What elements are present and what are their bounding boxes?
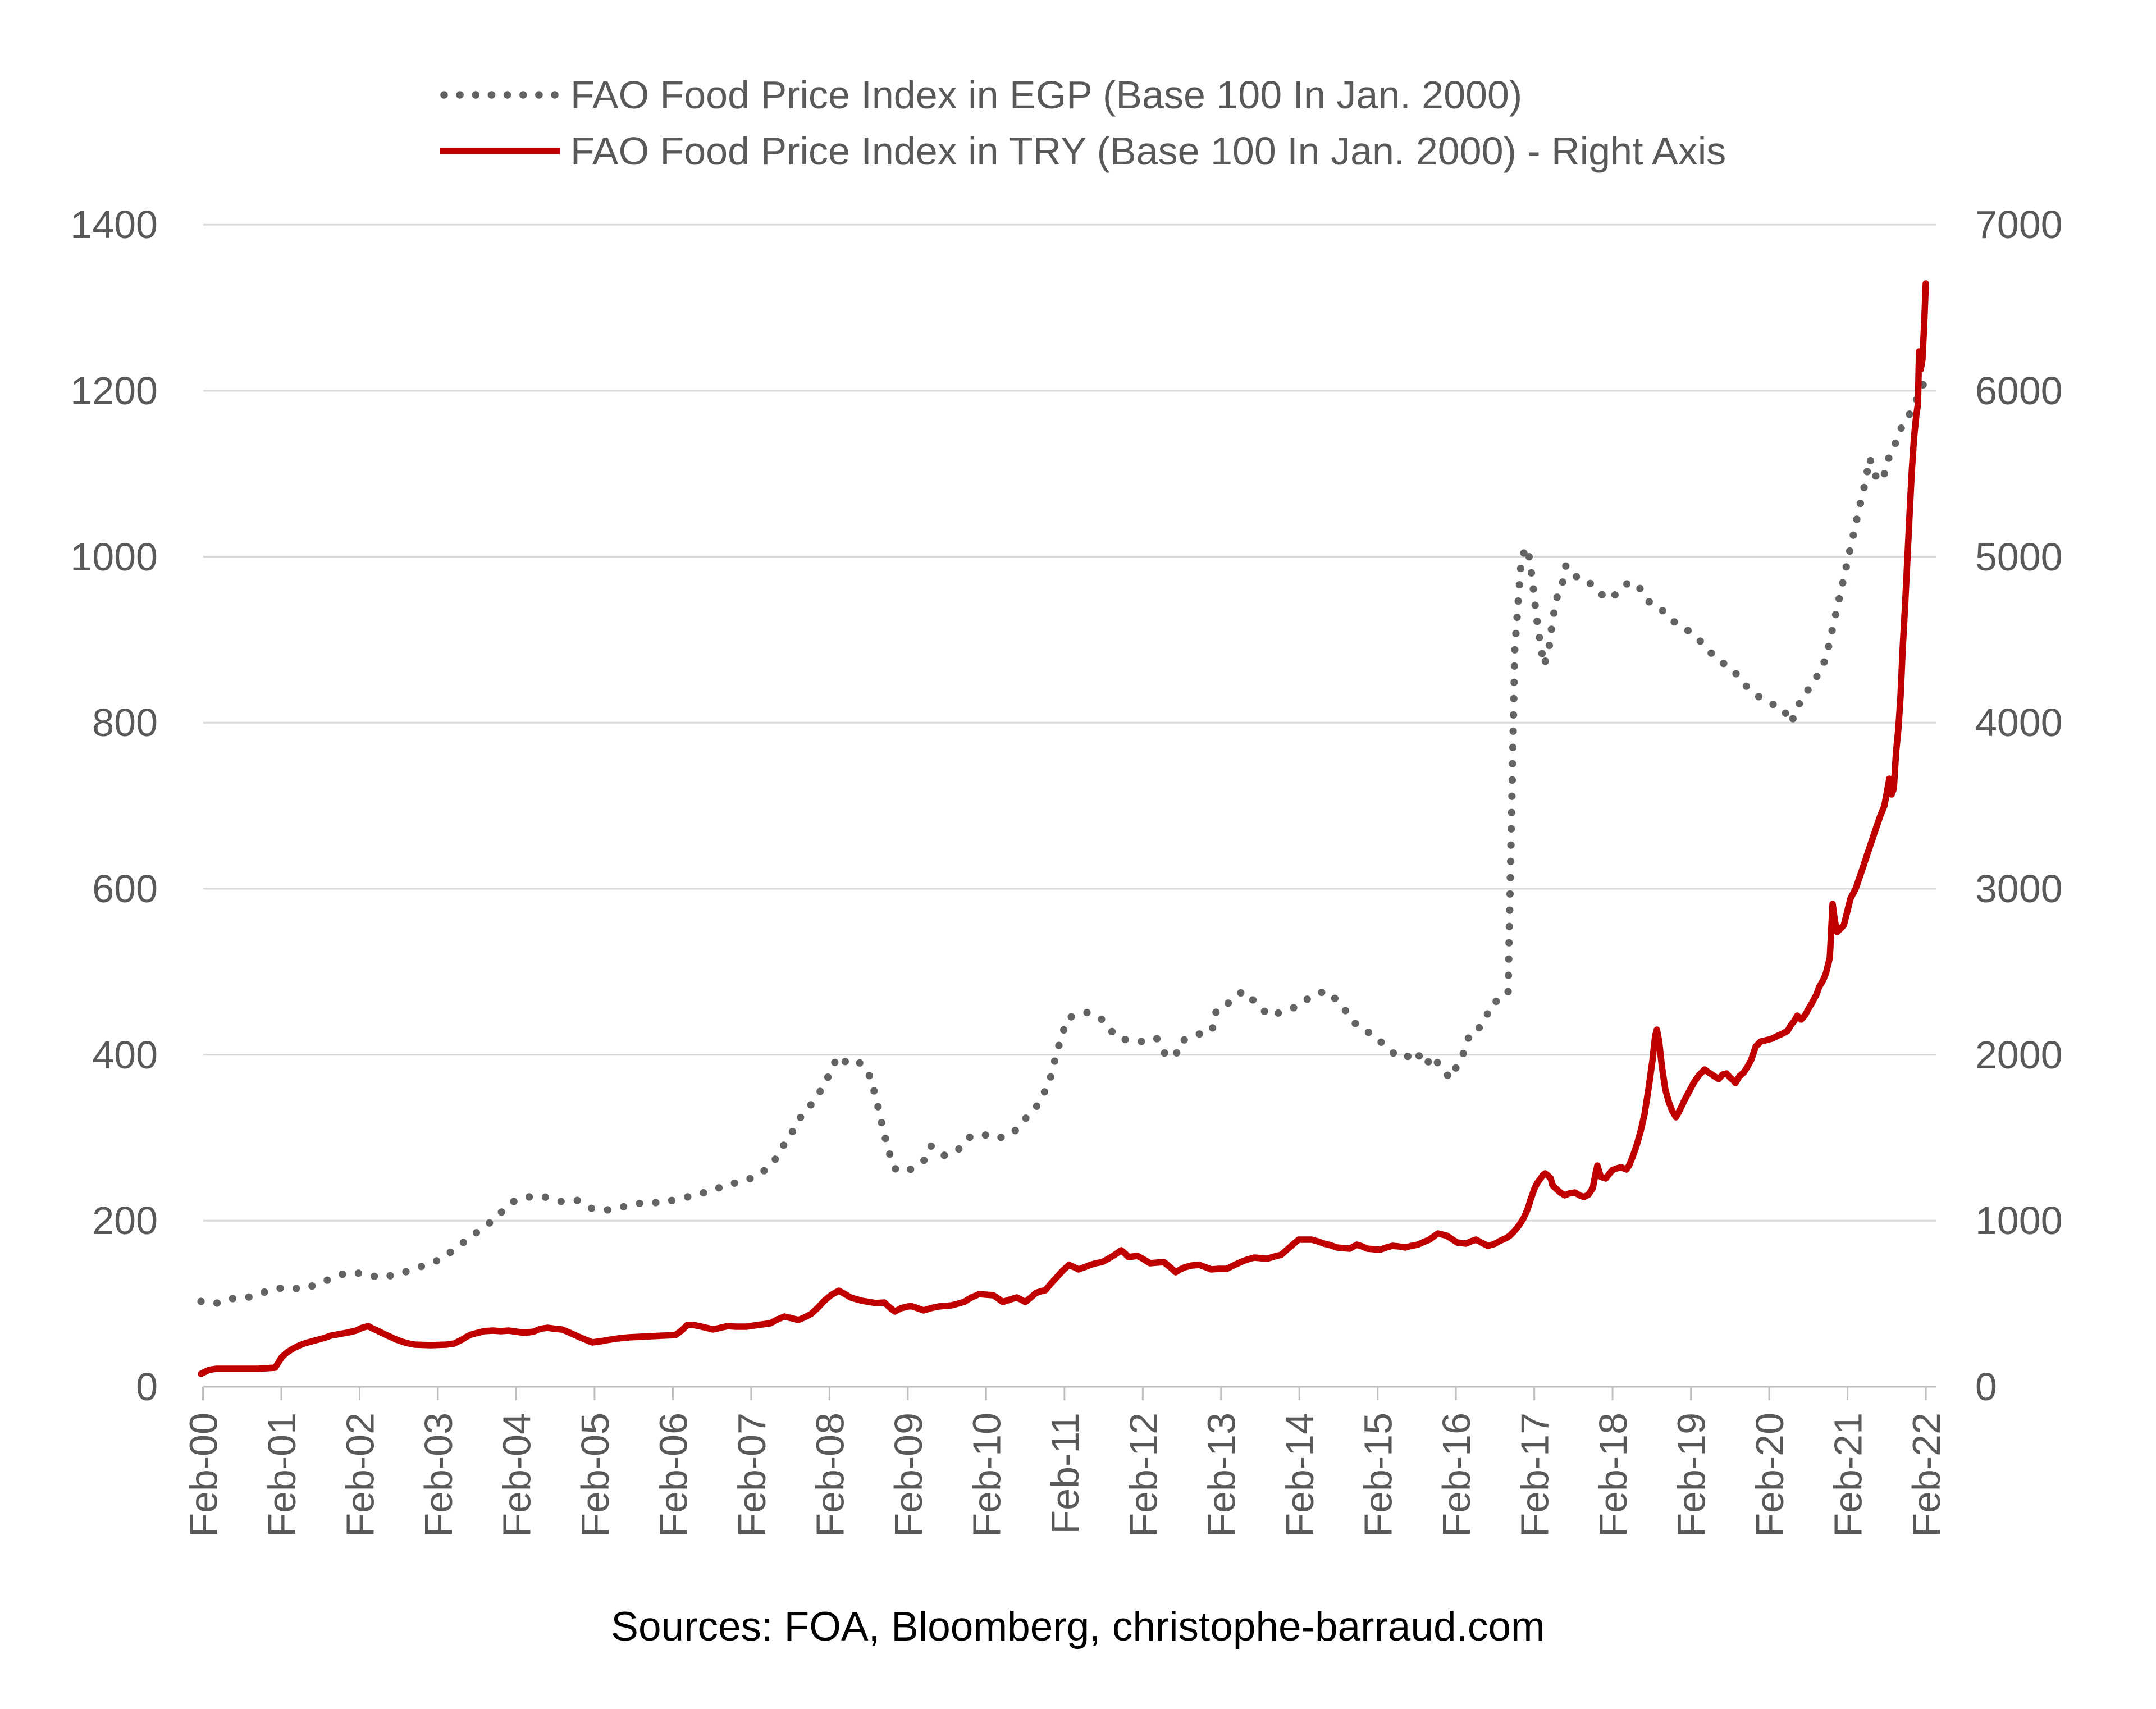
svg-text:1000: 1000 [1975, 1199, 2063, 1242]
svg-text:Feb-02: Feb-02 [339, 1413, 382, 1537]
svg-text:600: 600 [92, 867, 158, 911]
svg-text:Feb-18: Feb-18 [1591, 1413, 1635, 1537]
svg-text:7000: 7000 [1975, 203, 2063, 246]
svg-text:Sources: FOA, Bloomberg, chris: Sources: FOA, Bloomberg, christophe-barr… [611, 1604, 1545, 1649]
svg-text:6000: 6000 [1975, 369, 2063, 413]
svg-text:Feb-21: Feb-21 [1826, 1413, 1870, 1537]
svg-text:Feb-20: Feb-20 [1748, 1413, 1792, 1537]
svg-text:Feb-03: Feb-03 [417, 1413, 460, 1537]
svg-text:Feb-11: Feb-11 [1043, 1413, 1087, 1534]
svg-text:Feb-19: Feb-19 [1670, 1413, 1714, 1537]
svg-text:Feb-17: Feb-17 [1513, 1413, 1557, 1537]
svg-text:0: 0 [136, 1365, 158, 1409]
svg-text:Feb-16: Feb-16 [1435, 1413, 1478, 1537]
svg-text:FAO Food Price Index in EGP (B: FAO Food Price Index in EGP (Base 100 In… [570, 73, 1522, 117]
svg-text:0: 0 [1975, 1365, 1997, 1409]
svg-text:Feb-14: Feb-14 [1278, 1413, 1322, 1537]
svg-text:Feb-07: Feb-07 [730, 1413, 774, 1537]
svg-text:Feb-01: Feb-01 [260, 1413, 304, 1537]
svg-text:3000: 3000 [1975, 867, 2063, 911]
svg-text:2000: 2000 [1975, 1033, 2063, 1077]
svg-text:Feb-08: Feb-08 [808, 1413, 852, 1537]
svg-text:Feb-22: Feb-22 [1904, 1413, 1948, 1537]
svg-text:1000: 1000 [70, 535, 158, 579]
svg-text:Feb-13: Feb-13 [1200, 1413, 1244, 1537]
svg-text:Feb-09: Feb-09 [887, 1413, 930, 1537]
svg-text:Feb-15: Feb-15 [1356, 1413, 1400, 1537]
svg-text:200: 200 [92, 1199, 158, 1242]
svg-text:5000: 5000 [1975, 535, 2063, 579]
svg-text:Feb-10: Feb-10 [965, 1413, 1008, 1537]
svg-text:Feb-06: Feb-06 [651, 1413, 695, 1537]
svg-text:1400: 1400 [70, 203, 158, 246]
svg-text:Feb-12: Feb-12 [1121, 1413, 1165, 1537]
svg-text:800: 800 [92, 701, 158, 744]
svg-text:FAO Food Price Index in TRY (B: FAO Food Price Index in TRY (Base 100 In… [570, 129, 1726, 173]
svg-text:4000: 4000 [1975, 701, 2063, 744]
svg-text:400: 400 [92, 1033, 158, 1077]
svg-text:Feb-05: Feb-05 [573, 1413, 617, 1537]
svg-text:Feb-04: Feb-04 [495, 1413, 538, 1537]
svg-text:Feb-00: Feb-00 [182, 1413, 226, 1537]
svg-text:1200: 1200 [70, 369, 158, 413]
